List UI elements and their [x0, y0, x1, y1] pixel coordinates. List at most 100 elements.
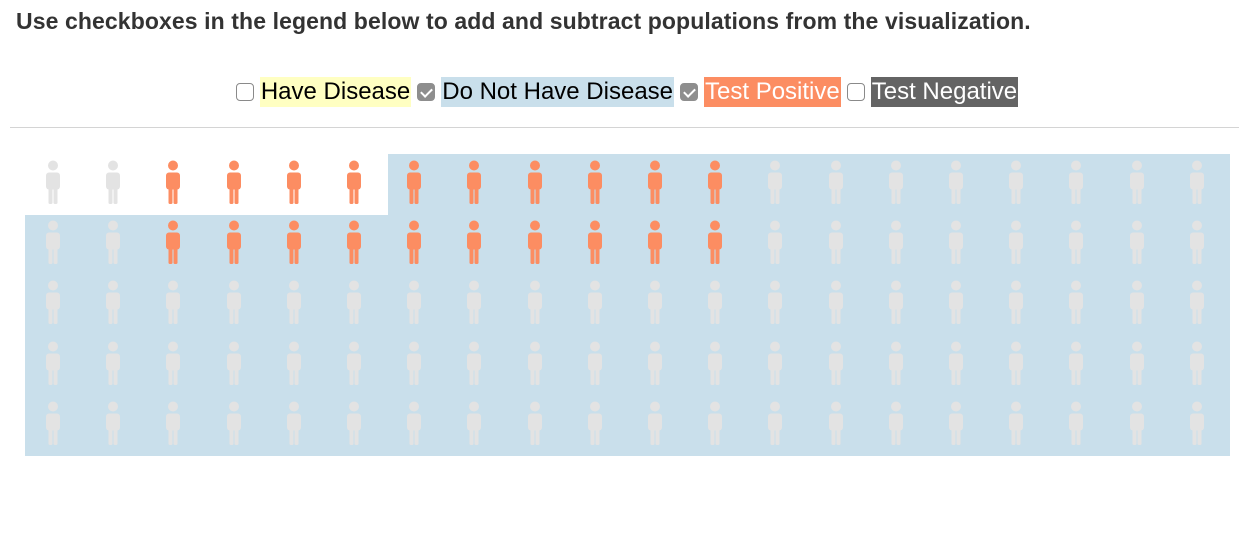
person-icon: [465, 401, 483, 449]
person-icon: [104, 220, 122, 268]
person-icon: [766, 280, 784, 328]
person-icon: [827, 401, 845, 449]
person-icon: [1128, 401, 1146, 449]
person-icon: [947, 160, 965, 208]
person-icon-positive: [526, 220, 544, 268]
legend-label-have-disease: Have Disease: [259, 77, 412, 107]
person-icon: [104, 280, 122, 328]
legend-item-test-negative[interactable]: Test Negative: [841, 77, 1019, 107]
person-icon: [225, 401, 243, 449]
person-icon: [1067, 341, 1085, 389]
person-icon: [706, 280, 724, 328]
person-icon: [345, 280, 363, 328]
person-icon: [646, 280, 664, 328]
person-icon-positive: [586, 220, 604, 268]
person-icon: [887, 160, 905, 208]
person-icon-positive: [164, 160, 182, 208]
person-icon: [1007, 220, 1025, 268]
person-icon: [104, 401, 122, 449]
person-icon-positive: [225, 160, 243, 208]
person-icon-positive: [225, 220, 243, 268]
person-icon: [526, 341, 544, 389]
person-icon: [887, 280, 905, 328]
person-icon: [827, 280, 845, 328]
person-icon: [706, 341, 724, 389]
person-icon-positive: [465, 160, 483, 208]
person-icon-positive: [646, 220, 664, 268]
person-icon-positive: [405, 220, 423, 268]
legend-checkbox-no-disease[interactable]: [417, 83, 436, 101]
person-icon: [1128, 341, 1146, 389]
person-icon: [44, 401, 62, 449]
person-icon: [1188, 220, 1206, 268]
person-icon-positive: [345, 160, 363, 208]
person-icon-positive: [345, 220, 363, 268]
person-icon: [887, 341, 905, 389]
legend-item-have-disease[interactable]: Have Disease: [230, 77, 412, 107]
instructions-text: Use checkboxes in the legend below to ad…: [16, 8, 1031, 34]
legend-label-no-disease: Do Not Have Disease: [441, 77, 675, 107]
person-icon-positive: [706, 160, 724, 208]
person-icon: [405, 341, 423, 389]
person-icon: [1007, 280, 1025, 328]
person-icon: [345, 401, 363, 449]
person-icon: [586, 341, 604, 389]
person-icon: [1128, 280, 1146, 328]
person-icon: [465, 341, 483, 389]
person-icon-positive: [285, 160, 303, 208]
person-icon-positive: [164, 220, 182, 268]
person-icon: [526, 401, 544, 449]
person-icon: [766, 401, 784, 449]
person-icon: [1007, 160, 1025, 208]
legend-checkbox-test-negative[interactable]: [846, 83, 865, 101]
person-icon: [465, 280, 483, 328]
person-icon-positive: [465, 220, 483, 268]
person-icon-positive: [285, 220, 303, 268]
person-icon: [586, 401, 604, 449]
person-icon: [947, 341, 965, 389]
person-icon: [1188, 341, 1206, 389]
person-icon: [405, 280, 423, 328]
person-icon: [947, 280, 965, 328]
person-icon-positive: [586, 160, 604, 208]
person-icon: [44, 341, 62, 389]
legend-item-test-positive[interactable]: Test Positive: [674, 77, 841, 107]
legend-label-test-positive: Test Positive: [704, 77, 841, 107]
person-icon: [1067, 280, 1085, 328]
person-icon: [285, 280, 303, 328]
person-icon: [947, 220, 965, 268]
person-icon: [44, 280, 62, 328]
person-icon: [285, 401, 303, 449]
person-icon: [766, 160, 784, 208]
legend-checkbox-test-positive[interactable]: [680, 83, 699, 101]
person-icon: [646, 341, 664, 389]
person-icon: [706, 401, 724, 449]
legend: Have Disease Do Not Have Disease Test Posi…: [0, 74, 1248, 110]
person-icon: [1188, 401, 1206, 449]
person-icon: [225, 280, 243, 328]
person-icon: [44, 160, 62, 208]
person-icon: [1188, 280, 1206, 328]
person-icon: [827, 160, 845, 208]
person-icon-positive: [646, 160, 664, 208]
person-icon: [586, 280, 604, 328]
person-icon: [44, 220, 62, 268]
legend-item-no-disease[interactable]: Do Not Have Disease: [411, 77, 675, 107]
person-icon: [646, 401, 664, 449]
person-icon: [104, 341, 122, 389]
person-icon-positive: [405, 160, 423, 208]
legend-label-test-negative: Test Negative: [870, 77, 1019, 107]
person-icon: [1007, 401, 1025, 449]
person-icon: [1128, 220, 1146, 268]
person-icon: [887, 401, 905, 449]
person-icon: [766, 341, 784, 389]
person-icon: [164, 341, 182, 389]
divider: [10, 127, 1239, 128]
person-icon: [887, 220, 905, 268]
person-icon: [285, 341, 303, 389]
person-icon: [1007, 341, 1025, 389]
legend-checkbox-have-disease[interactable]: [235, 83, 254, 101]
person-icon: [947, 401, 965, 449]
person-icon-positive: [526, 160, 544, 208]
